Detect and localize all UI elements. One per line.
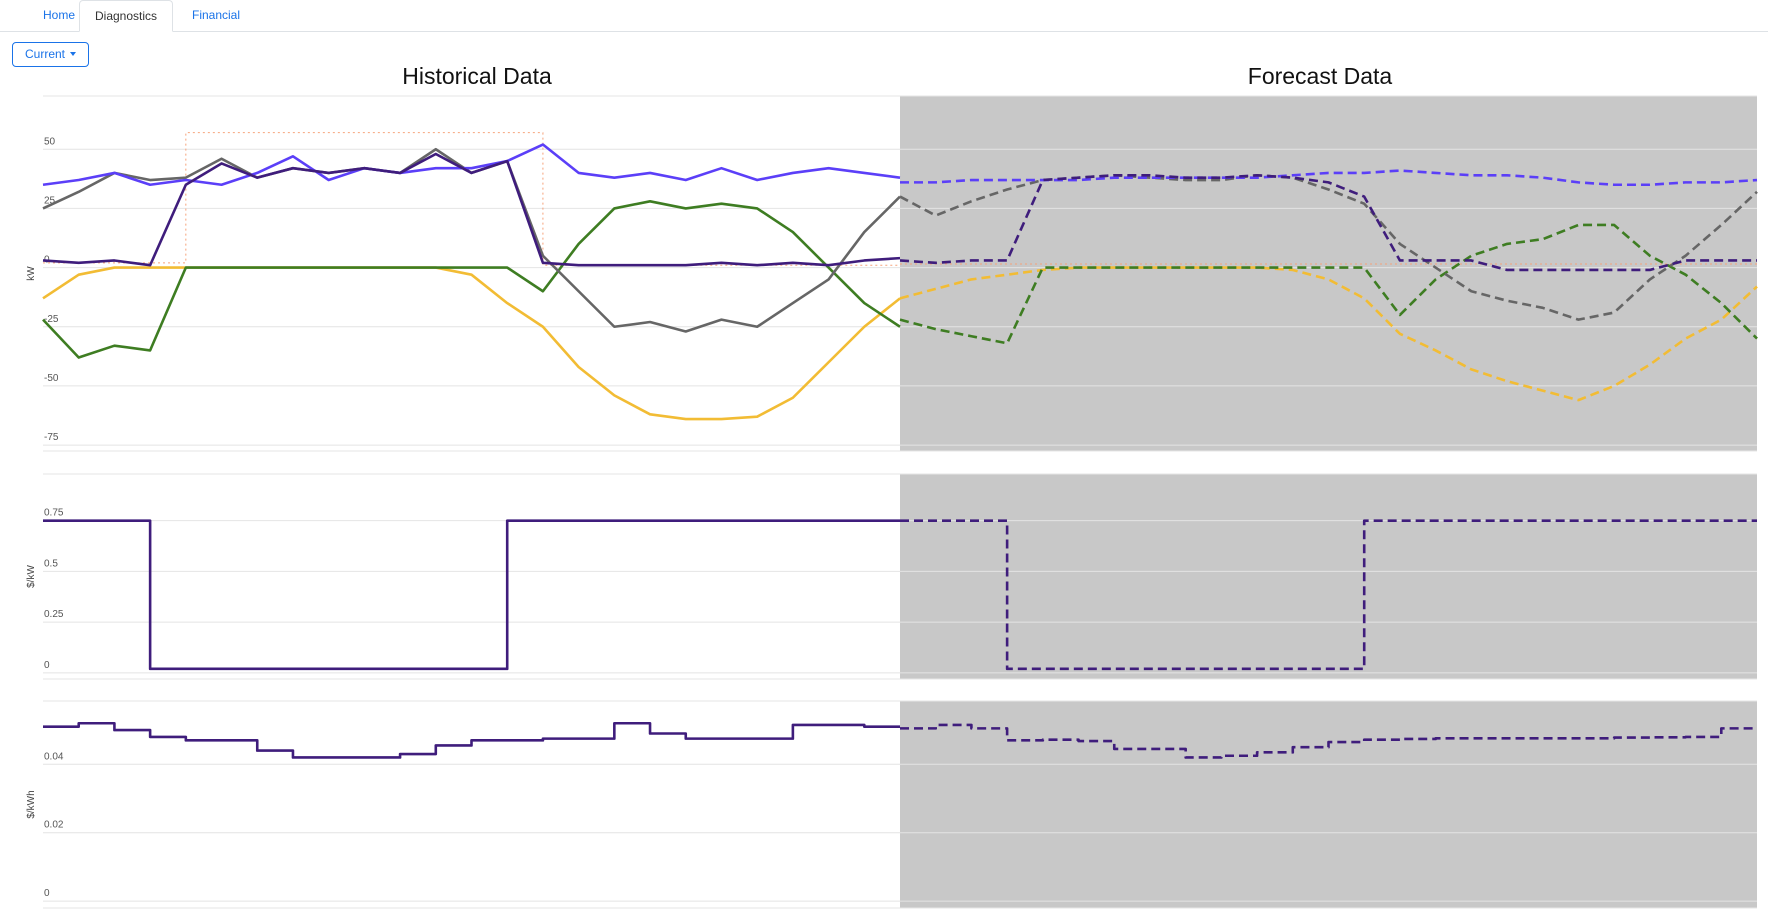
forecast-background [900,96,1757,451]
tab[interactable]: Diagnostics [79,0,174,32]
series-line [899,223,1758,345]
y-tick-label: 25 [44,195,56,206]
tab[interactable]: Home [43,8,76,22]
y-axis-label: kW [26,266,37,281]
series-line [899,266,1758,402]
tab[interactable]: Financial [192,8,241,22]
panel-title: Historical Data [402,63,552,89]
series-line [900,519,1757,671]
series-line [42,200,901,359]
y-tick-label: -75 [44,432,59,443]
y-tick-label: 0.5 [44,558,58,569]
series-line [43,519,900,671]
series-line [900,723,1757,759]
dropdown-button[interactable]: Current [12,42,89,67]
y-tick-label: 0 [44,888,50,899]
y-axis-label: $/kWh [26,790,37,818]
y-tick-label: 0.75 [44,508,64,519]
y-tick-label: 0.02 [44,820,64,831]
tab-bar: Home Diagnostics Financial [0,0,1768,32]
series-line [42,152,901,267]
series-line [42,266,901,421]
series-line [42,143,901,187]
y-tick-label: 0.25 [44,609,64,620]
y-tick-label: 0 [44,660,50,671]
panel-title: Forecast Data [1248,63,1393,89]
y-tick-label: -25 [44,314,59,325]
series-line [899,173,1758,321]
series-line [899,173,1757,272]
series-line [43,721,900,759]
series-line [900,169,1758,187]
series-line [43,132,900,266]
y-tick-label: 50 [44,136,56,147]
forecast-background [900,474,1757,679]
y-tick-label: -50 [44,373,59,384]
y-tick-label: 0.04 [44,751,64,762]
forecast-background [900,701,1757,908]
y-axis-label: $/kW [26,565,37,588]
